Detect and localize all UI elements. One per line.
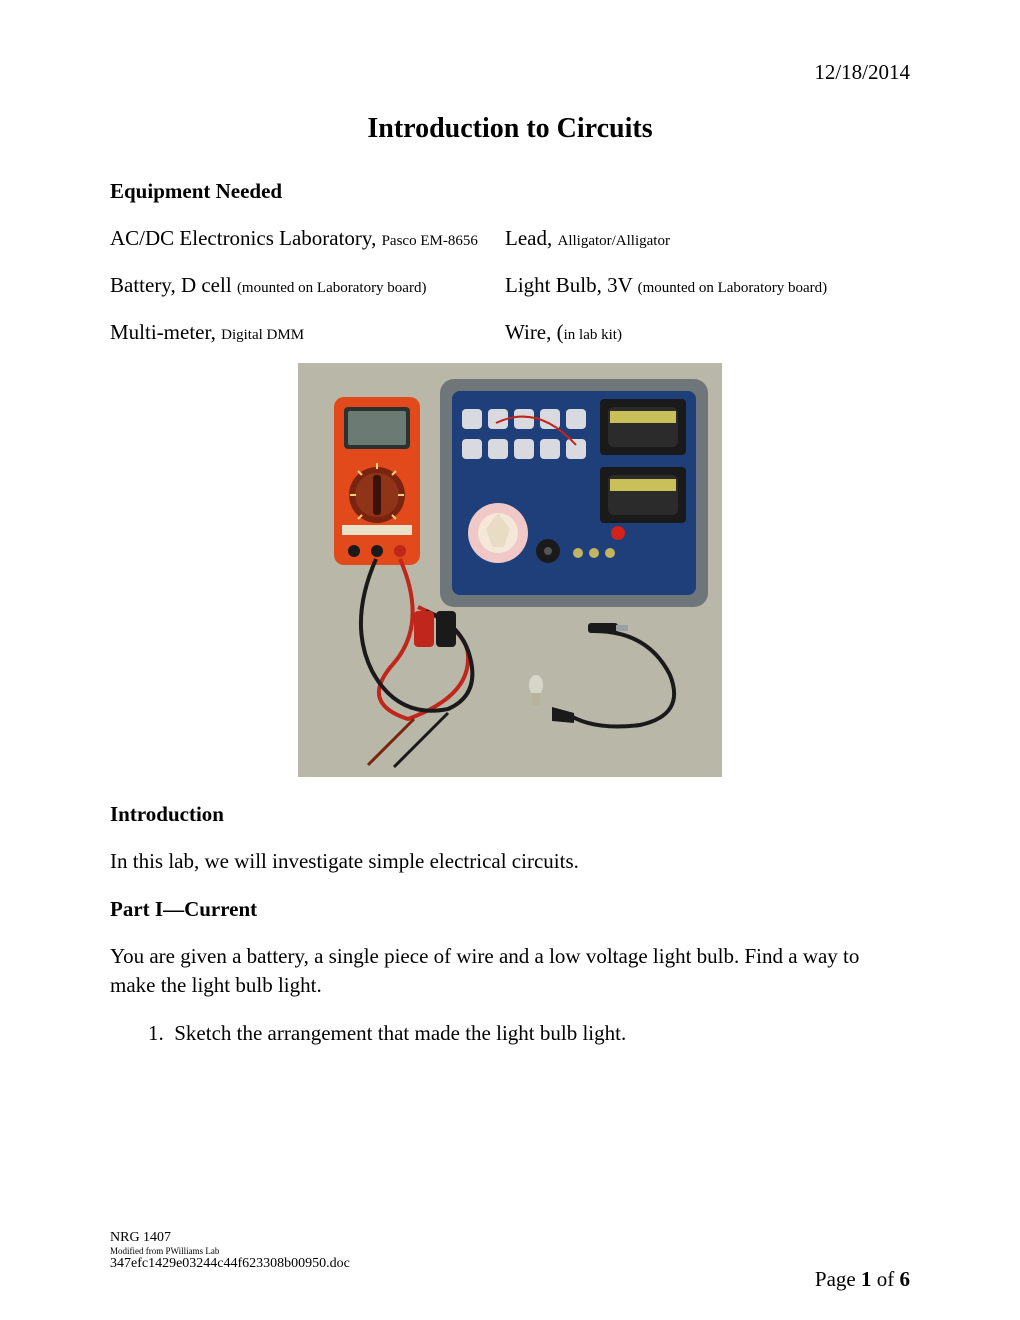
footer-filename: 347efc1429e03244c44f623308b00950.doc bbox=[110, 1256, 910, 1272]
page-total: 6 bbox=[900, 1267, 911, 1291]
part1-text: You are given a battery, a single piece … bbox=[110, 942, 910, 999]
equip-main: Wire, ( bbox=[505, 320, 564, 344]
equip-sub: Pasco EM-8656 bbox=[382, 233, 478, 249]
page-label-mid: of bbox=[872, 1267, 900, 1291]
page-label-pre: Page bbox=[815, 1267, 861, 1291]
equipment-photo-svg bbox=[298, 363, 722, 777]
page-number: Page 1 of 6 bbox=[815, 1267, 910, 1292]
equip-sub: (mounted on Laboratory board) bbox=[237, 280, 427, 296]
equip-item: Light Bulb, 3V (mounted on Laboratory bo… bbox=[505, 273, 910, 298]
equip-sub: in lab kit) bbox=[564, 327, 622, 343]
equip-item: AC/DC Electronics Laboratory, Pasco EM-8… bbox=[110, 226, 505, 251]
equip-main: Lead, bbox=[505, 226, 557, 250]
equip-main: AC/DC Electronics Laboratory, bbox=[110, 226, 382, 250]
equip-item: Battery, D cell (mounted on Laboratory b… bbox=[110, 273, 505, 298]
equip-item: Multi-meter, Digital DMM bbox=[110, 320, 505, 345]
part1-list-item: 1. Sketch the arrangement that made the … bbox=[148, 1021, 910, 1046]
footer: NRG 1407 Modified from PWilliams Lab 347… bbox=[110, 1230, 910, 1272]
footer-modified: Modified from PWilliams Lab bbox=[110, 1246, 910, 1256]
page-title: Introduction to Circuits bbox=[110, 113, 910, 145]
part1-heading: Part I—Current bbox=[110, 897, 910, 922]
page-current: 1 bbox=[861, 1267, 872, 1291]
introduction-text: In this lab, we will investigate simple … bbox=[110, 847, 910, 875]
equip-item: Wire, (in lab kit) bbox=[505, 320, 910, 345]
footer-nrg: NRG 1407 bbox=[110, 1230, 910, 1246]
equipment-grid: AC/DC Electronics Laboratory, Pasco EM-8… bbox=[110, 226, 910, 345]
equipment-heading: Equipment Needed bbox=[110, 179, 910, 204]
equip-main: Battery, D cell bbox=[110, 273, 237, 297]
equip-item: Lead, Alligator/Alligator bbox=[505, 226, 910, 251]
list-text: Sketch the arrangement that made the lig… bbox=[174, 1021, 626, 1045]
introduction-heading: Introduction bbox=[110, 802, 910, 827]
equip-sub: (mounted on Laboratory board) bbox=[638, 280, 828, 296]
equipment-photo bbox=[110, 363, 910, 777]
equip-sub: Digital DMM bbox=[221, 327, 304, 343]
equip-main: Multi-meter, bbox=[110, 320, 221, 344]
equip-main: Light Bulb, 3V bbox=[505, 273, 638, 297]
equip-sub: Alligator/Alligator bbox=[557, 233, 669, 249]
list-number: 1. bbox=[148, 1021, 164, 1045]
date: 12/18/2014 bbox=[110, 60, 910, 85]
